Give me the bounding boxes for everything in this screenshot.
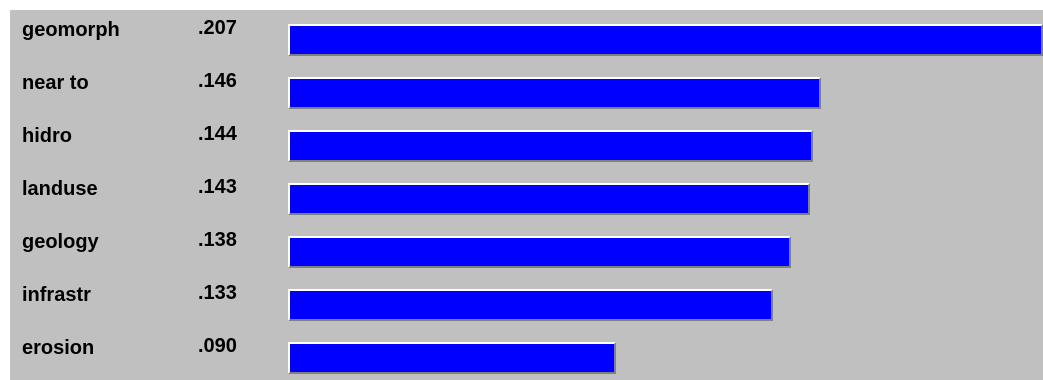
category-label: infrastr — [22, 284, 91, 306]
bar — [288, 24, 1043, 56]
category-label: near to — [22, 72, 89, 94]
bar-row: erosion .090 — [10, 328, 1043, 378]
chart-panel: geomorph .207 near to .146 hidro .144 landuse.… — [10, 10, 1043, 380]
bar-row: infrastr .133 — [10, 275, 1043, 325]
category-label: geology — [22, 231, 99, 253]
category-label: geomorph — [22, 19, 120, 41]
bar-row: near to .146 — [10, 63, 1043, 113]
value-label: .144 — [198, 123, 237, 145]
bar-row: geomorph .207 — [10, 10, 1043, 60]
bar — [288, 289, 773, 321]
bar — [288, 130, 813, 162]
value-label: .133 — [198, 282, 237, 304]
category-label: erosion — [22, 337, 95, 359]
category-label: hidro — [22, 125, 72, 147]
bar — [288, 342, 616, 374]
value-label: .146 — [198, 70, 237, 92]
value-label: .143 — [198, 176, 237, 198]
bar-row: hidro .144 — [10, 116, 1043, 166]
category-label: landuse — [22, 178, 98, 200]
bar — [288, 77, 821, 109]
bar — [288, 236, 791, 268]
bar — [288, 183, 810, 215]
bar-row: landuse .143 — [10, 169, 1043, 219]
bar-row: geology .138 — [10, 222, 1043, 272]
value-label: .138 — [198, 229, 237, 251]
value-label: .207 — [198, 17, 237, 39]
value-label: .090 — [198, 335, 237, 357]
